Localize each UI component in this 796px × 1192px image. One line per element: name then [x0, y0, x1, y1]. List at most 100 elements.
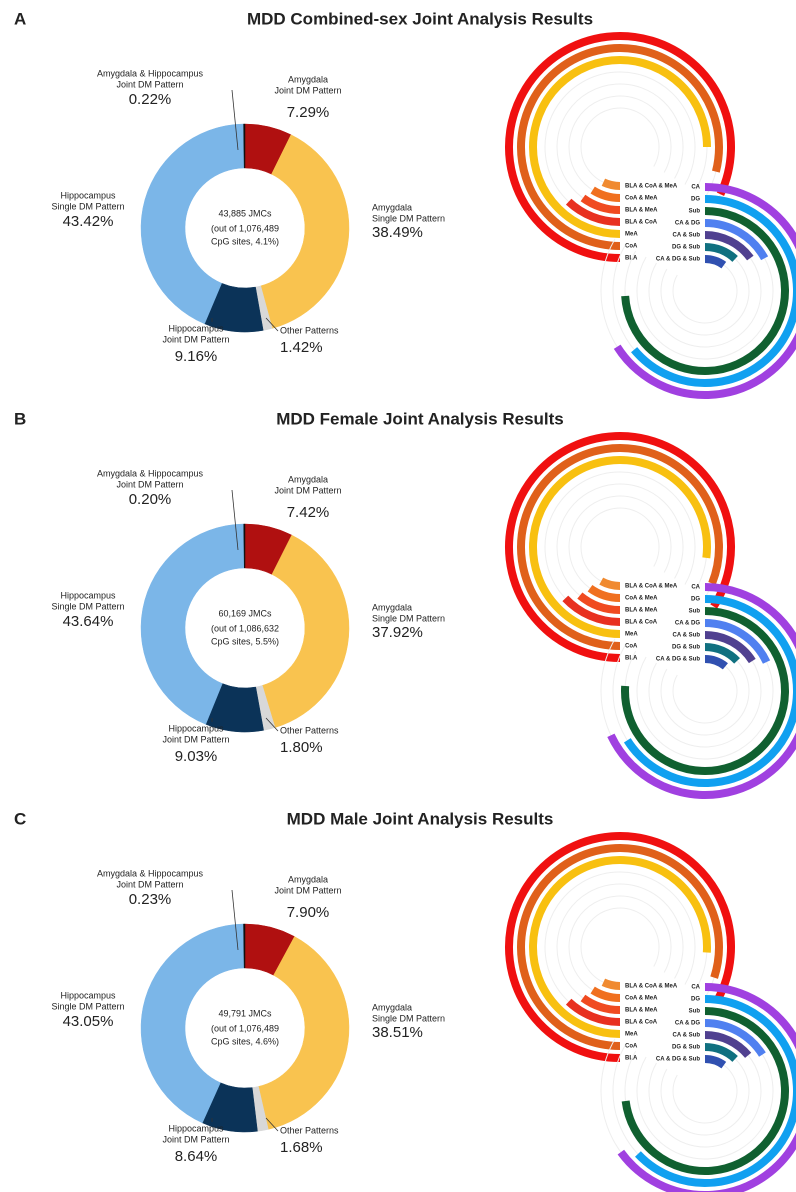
radial-track — [580, 107, 660, 187]
radial-bar — [601, 178, 621, 190]
radial-label: CoA & MeA — [625, 196, 658, 202]
slice-percent: 43.42% — [63, 213, 114, 230]
center-text: 49,791 JMCs — [218, 1008, 272, 1018]
slice-label: Single DM Pattern — [51, 1001, 124, 1011]
radial-bar — [517, 844, 723, 1050]
slice-label: Single DM Pattern — [372, 1013, 445, 1023]
radial-bar — [517, 44, 723, 250]
radial-track — [568, 895, 672, 999]
leader-line — [265, 317, 279, 332]
radial-bar — [704, 1043, 738, 1062]
center-text: CpG sites, 4.6%) — [211, 1036, 279, 1046]
radial-label: BLA & CoA — [625, 620, 658, 626]
radial-label: DG & Sub — [672, 645, 700, 651]
radial-label: CoA — [625, 244, 638, 250]
leader-line — [231, 89, 239, 151]
radial-bar — [704, 219, 769, 261]
center-text: (out of 1,076,489 — [211, 1023, 279, 1033]
radial-bar — [562, 595, 621, 626]
radial-label: DG — [691, 997, 700, 1003]
donut-slice — [140, 923, 245, 1124]
radial-label: Sub — [689, 1009, 701, 1015]
radial-label: BLA & CoA & MeA — [625, 984, 678, 990]
slice-label: Single DM Pattern — [51, 201, 124, 211]
radial-track — [672, 1058, 738, 1124]
slice-label: Joint DM Pattern — [162, 1134, 229, 1144]
radial-label: BLA & CoA — [625, 1020, 658, 1026]
donut-slice — [260, 134, 350, 329]
radial-track — [544, 871, 696, 1023]
radial-label: CoA & MeA — [625, 596, 658, 602]
panel: A MDD Combined-sex Joint Analysis Results… — [14, 9, 796, 399]
slice-label: Other Patterns — [280, 1125, 339, 1135]
slice-label: Amygdala & Hippocampus — [97, 468, 204, 478]
slice-label: Hippocampus — [168, 323, 224, 333]
radial-bar — [601, 978, 621, 990]
radial-bar — [505, 32, 735, 262]
slice-label: Hippocampus — [168, 723, 224, 733]
radial-label: CA & Sub — [673, 233, 701, 239]
radial-label: Sub — [689, 209, 701, 215]
radial-label: CA — [691, 585, 700, 591]
slice-percent: 0.20% — [129, 491, 172, 508]
radial-track — [580, 907, 660, 987]
slice-percent: 7.42% — [287, 504, 330, 521]
chart-title: MDD Female Joint Analysis Results — [276, 409, 564, 428]
radial-bar — [704, 255, 727, 269]
radial-bar — [617, 983, 796, 1192]
radial-bar — [577, 592, 621, 614]
radial-label: MeA — [625, 1032, 638, 1038]
radial-bar — [704, 643, 740, 664]
radial-bar — [704, 231, 754, 261]
radial-bar — [505, 432, 735, 662]
radial-label: CA & Sub — [673, 1033, 701, 1039]
radial-bar — [590, 186, 621, 202]
slice-percent: 9.03% — [175, 748, 218, 765]
radial-bar — [529, 56, 711, 238]
radial-label: BLA & MeA — [625, 1008, 658, 1014]
radial-label: Sub — [689, 609, 701, 615]
slice-label: Amygdala — [288, 74, 328, 84]
radial-label: DG & Sub — [672, 245, 700, 251]
radial-track — [544, 71, 696, 223]
slice-label: Hippocampus — [60, 990, 116, 1000]
panel-label: B — [14, 409, 26, 428]
donut-slice — [243, 923, 246, 969]
radial-label: CA & Sub — [673, 633, 701, 639]
radial-track — [672, 658, 738, 724]
radial-label: CA & DG — [675, 621, 700, 627]
radial-track — [568, 95, 672, 199]
slice-percent: 38.49% — [372, 224, 423, 241]
slice-label: Amygdala — [372, 1002, 412, 1012]
slice-percent: 7.29% — [287, 104, 330, 121]
radial-track — [556, 83, 684, 211]
radial-bar — [565, 998, 621, 1026]
donut-slice — [258, 936, 350, 1130]
slice-label: Hippocampus — [168, 1123, 224, 1133]
center-text: CpG sites, 5.5%) — [211, 636, 279, 646]
slice-label: Joint DM Pattern — [274, 485, 341, 495]
donut-slice — [262, 534, 350, 728]
radial-track — [556, 483, 684, 611]
donut-slice — [243, 123, 246, 169]
radial-bar — [517, 444, 723, 650]
radial-label: CA & DG & Sub — [656, 1057, 700, 1063]
radial-label: CoA & MeA — [625, 996, 658, 1002]
slice-percent: 8.64% — [175, 1148, 218, 1165]
radial-label: CA & DG & Sub — [656, 657, 700, 663]
slice-label: Joint DM Pattern — [162, 734, 229, 744]
slice-percent: 1.68% — [280, 1139, 323, 1156]
radial-bar — [704, 1031, 752, 1058]
radial-bar — [580, 194, 621, 214]
slice-label: Joint DM Pattern — [162, 334, 229, 344]
panel-label: A — [14, 9, 26, 28]
slice-label: Single DM Pattern — [372, 213, 445, 223]
slice-percent: 9.16% — [175, 348, 218, 365]
leader-line — [265, 717, 279, 732]
slice-label: Amygdala — [372, 202, 412, 212]
center-text: (out of 1,086,632 — [211, 623, 279, 633]
slice-percent: 7.90% — [287, 904, 330, 921]
radial-bar — [587, 584, 621, 602]
radial-bar — [621, 1007, 789, 1175]
slice-percent: 0.22% — [129, 91, 172, 108]
